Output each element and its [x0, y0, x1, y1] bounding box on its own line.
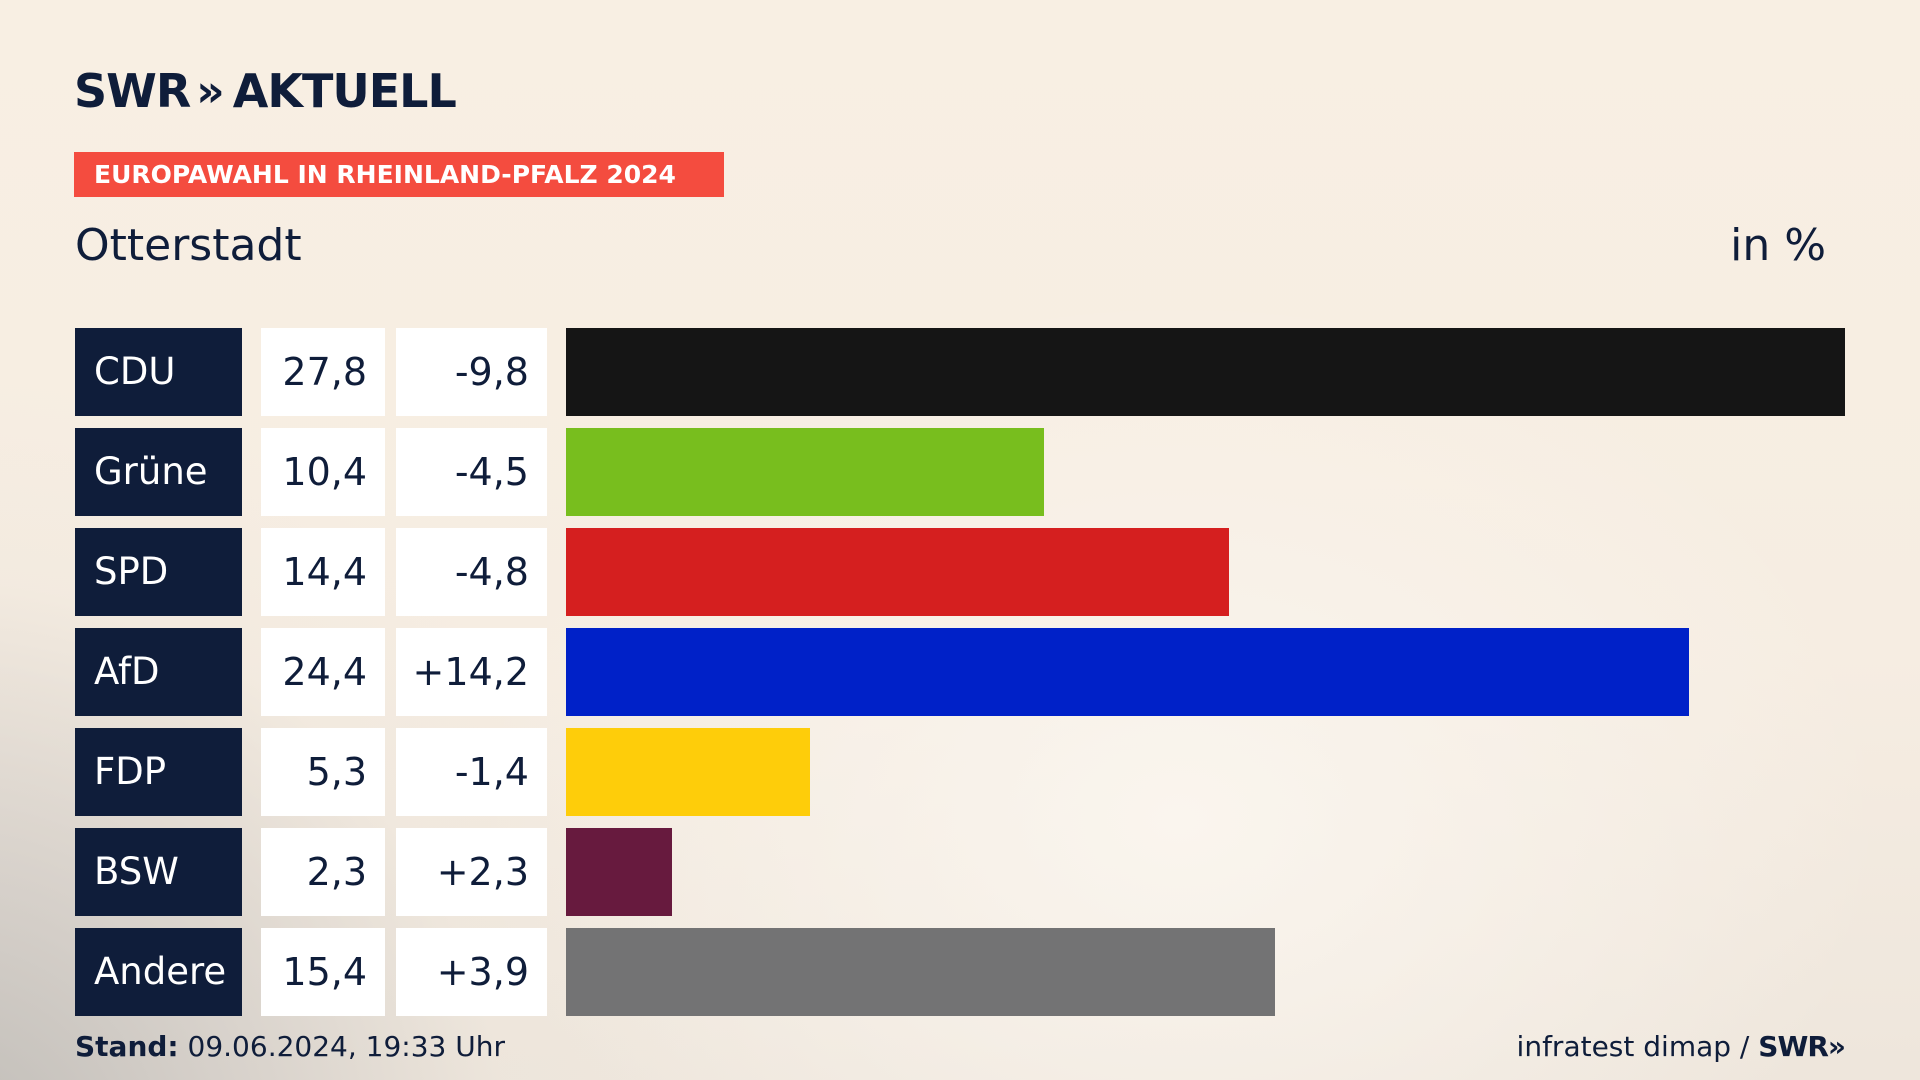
source-chevrons-icon: »: [1827, 1030, 1846, 1063]
swr-aktuell-logo: SWR » AKTUELL: [74, 62, 457, 120]
results-chart: CDU 27,8 -9,8 Grüne 10,4 -4,5 SPD 14,4 -4,8 AfD 24…: [75, 328, 1845, 1028]
bar-track: [566, 428, 1845, 516]
party-label: BSW: [75, 828, 242, 916]
bar-track: [566, 828, 1845, 916]
share-value: 15,4: [261, 928, 385, 1016]
party-label: CDU: [75, 328, 242, 416]
party-label: AfD: [75, 628, 242, 716]
logo-swr: SWR: [74, 64, 191, 118]
change-value: +3,9: [396, 928, 547, 1016]
result-row: BSW 2,3 +2,3: [75, 828, 1845, 916]
timestamp: Stand: 09.06.2024, 19:33 Uhr: [75, 1030, 505, 1063]
result-row: AfD 24,4 +14,2: [75, 628, 1845, 716]
bar-track: [566, 928, 1845, 1016]
bar-fdp: [566, 728, 810, 816]
change-value: -4,8: [396, 528, 547, 616]
change-value: -1,4: [396, 728, 547, 816]
change-value: -9,8: [396, 328, 547, 416]
stand-value: 09.06.2024, 19:33 Uhr: [187, 1030, 505, 1063]
stand-label: Stand:: [75, 1030, 179, 1063]
source-swr-logo: SWR»: [1758, 1030, 1846, 1063]
logo-aktuell: AKTUELL: [232, 64, 457, 118]
result-row: FDP 5,3 -1,4: [75, 728, 1845, 816]
party-label: SPD: [75, 528, 242, 616]
bar-cdu: [566, 328, 1845, 416]
share-value: 5,3: [261, 728, 385, 816]
result-row: SPD 14,4 -4,8: [75, 528, 1845, 616]
share-value: 10,4: [261, 428, 385, 516]
change-value: +2,3: [396, 828, 547, 916]
share-value: 14,4: [261, 528, 385, 616]
bar-track: [566, 528, 1845, 616]
bar-afd: [566, 628, 1689, 716]
bar-track: [566, 328, 1845, 416]
source-credit: infratest dimap / SWR»: [1516, 1030, 1846, 1063]
result-row: Grüne 10,4 -4,5: [75, 428, 1845, 516]
change-value: +14,2: [396, 628, 547, 716]
bar-grüne: [566, 428, 1044, 516]
share-value: 27,8: [261, 328, 385, 416]
bar-andere: [566, 928, 1275, 1016]
party-label: Andere: [75, 928, 242, 1016]
logo-chevrons-icon: »: [196, 65, 225, 117]
location-title: Otterstadt: [75, 220, 302, 271]
result-row: CDU 27,8 -9,8: [75, 328, 1845, 416]
unit-label: in %: [1730, 220, 1826, 271]
party-label: FDP: [75, 728, 242, 816]
bar-track: [566, 728, 1845, 816]
bar-track: [566, 628, 1845, 716]
source-text: infratest dimap /: [1516, 1030, 1750, 1063]
result-row: Andere 15,4 +3,9: [75, 928, 1845, 1016]
party-label: Grüne: [75, 428, 242, 516]
share-value: 2,3: [261, 828, 385, 916]
share-value: 24,4: [261, 628, 385, 716]
election-banner: EUROPAWAHL IN RHEINLAND-PFALZ 2024: [74, 152, 724, 197]
bar-bsw: [566, 828, 672, 916]
bar-spd: [566, 528, 1229, 616]
change-value: -4,5: [396, 428, 547, 516]
